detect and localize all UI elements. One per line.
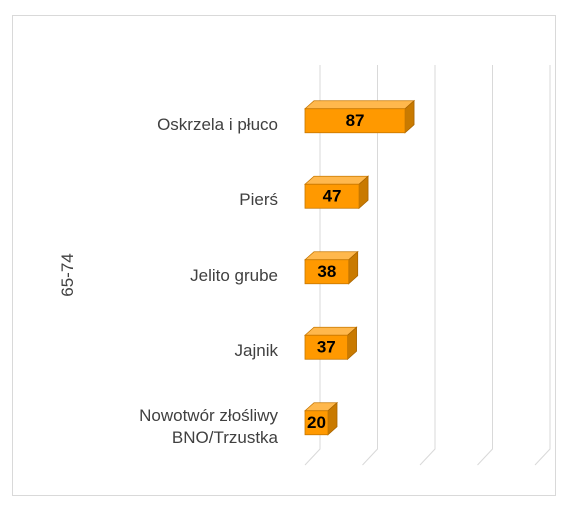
value-label: 87 bbox=[346, 111, 365, 130]
category-label: Jajnik bbox=[234, 341, 278, 361]
bar bbox=[303, 250, 359, 285]
category-label: Jelito grube bbox=[190, 265, 278, 285]
bar-front bbox=[304, 410, 329, 436]
bar-front bbox=[304, 334, 348, 360]
value-label: 47 bbox=[323, 187, 342, 206]
value-label: 20 bbox=[307, 413, 326, 432]
group-label: 65-74 bbox=[58, 253, 77, 297]
bar bbox=[303, 99, 416, 134]
value-label: 37 bbox=[317, 338, 336, 357]
bar bbox=[303, 401, 339, 436]
grid-line bbox=[534, 65, 551, 466]
grid-line bbox=[477, 65, 493, 466]
bar bbox=[303, 175, 370, 210]
bar bbox=[303, 326, 358, 361]
bar-front bbox=[304, 108, 406, 134]
chart-border bbox=[12, 15, 556, 496]
bar-top bbox=[303, 175, 370, 185]
bar-top bbox=[303, 100, 416, 110]
category-label: Oskrzela i płuco bbox=[157, 114, 278, 134]
category-label: Pierś bbox=[239, 190, 278, 210]
bar-front bbox=[304, 259, 350, 285]
grid-line bbox=[419, 65, 436, 466]
grid-line bbox=[362, 65, 378, 466]
category-label: Nowotwór złośliwy BNO/Trzustka bbox=[139, 405, 278, 447]
value-label: 38 bbox=[317, 262, 336, 281]
bar-front bbox=[304, 183, 360, 209]
